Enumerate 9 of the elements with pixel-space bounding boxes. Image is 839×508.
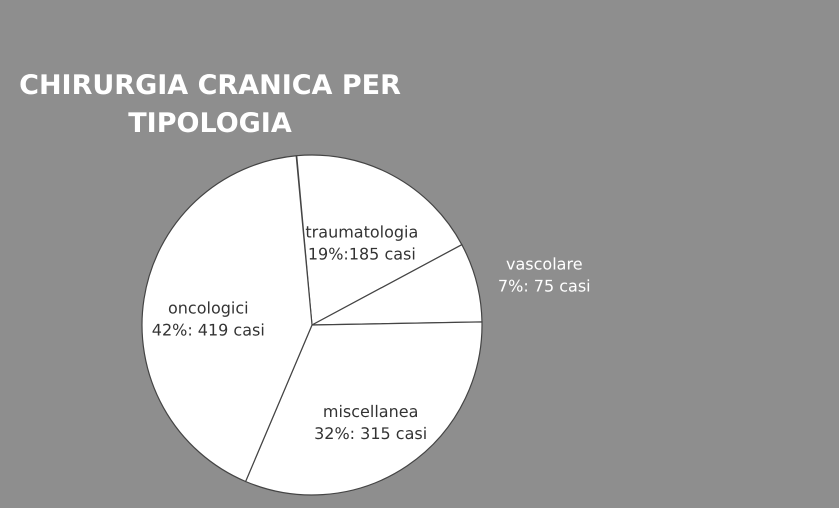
data-label: 7%: 75 casi: [498, 276, 591, 296]
slice-label: traumatologia: [305, 222, 418, 242]
data-label: 32%: 315 casi: [314, 424, 428, 444]
data-label: 42%: 419 casi: [152, 320, 265, 340]
slice-label: miscellanea: [322, 402, 418, 422]
slice-label: oncologici: [168, 298, 249, 318]
data-label: 19%:185 casi: [308, 244, 416, 264]
chart-title: CHIRURGIA CRANICA PER TIPOLOGIA: [19, 70, 402, 139]
slice-label: vascolare: [506, 254, 583, 274]
